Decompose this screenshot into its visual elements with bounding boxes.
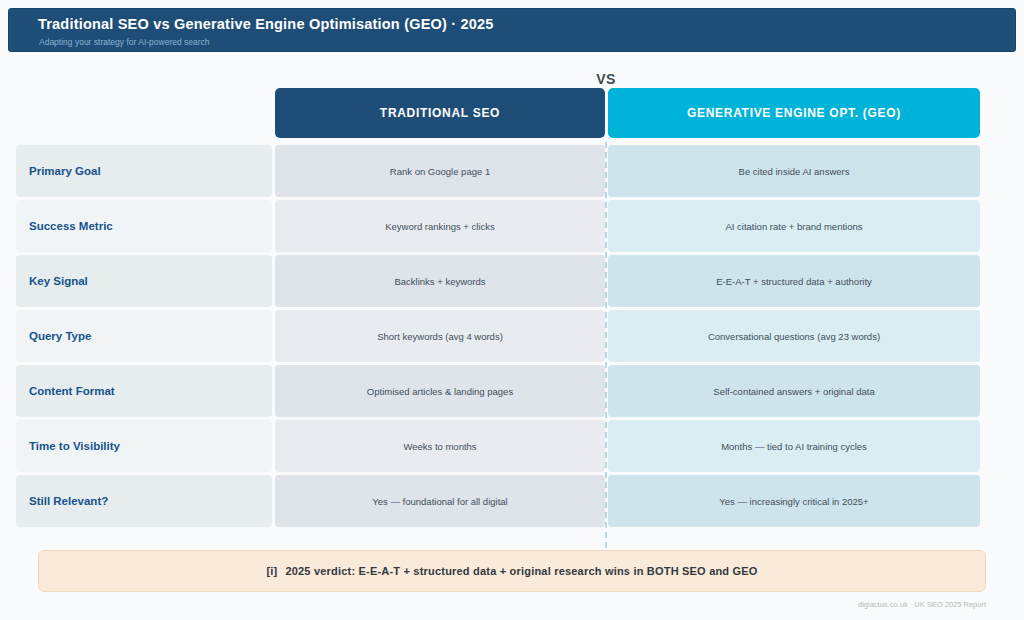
page-subtitle: Adapting your strategy for AI-powered se… [39, 37, 1015, 47]
row-label: Success Metric [16, 200, 272, 252]
infographic-page: Traditional SEO vs Generative Engine Opt… [0, 0, 1024, 620]
geo-cell-value: Conversational questions (avg 23 words) [608, 310, 980, 362]
row-label: Still Relevant? [16, 475, 272, 527]
row-label: Primary Goal [16, 145, 272, 197]
geo-cell-value: Months — tied to AI training cycles [608, 420, 980, 472]
geo-cell-value: E-E-A-T + structured data + authority [608, 255, 980, 307]
geo-cell-value: Be cited inside AI answers [608, 145, 980, 197]
seo-cell-value: Short keywords (avg 4 words) [275, 310, 605, 362]
geo-cell-value: AI citation rate + brand mentions [608, 200, 980, 252]
seo-cell-value: Keyword rankings + clicks [275, 200, 605, 252]
row-label: Query Type [16, 310, 272, 362]
page-title: Traditional SEO vs Generative Engine Opt… [38, 16, 1015, 32]
header-spacer [16, 88, 272, 138]
seo-cell-value: Weeks to months [275, 420, 605, 472]
geo-cell-value: Self-contained answers + original data [608, 365, 980, 417]
verdict-banner: [i] 2025 verdict: E-E-A-T + structured d… [38, 550, 986, 592]
column-header-geo: GENERATIVE ENGINE OPT. (GEO) [608, 88, 980, 138]
row-label: Content Format [16, 365, 272, 417]
column-header-row: TRADITIONAL SEO GENERATIVE ENGINE OPT. (… [16, 88, 980, 138]
info-icon: [i] [266, 565, 277, 577]
comparison-table: Primary Goal Rank on Google page 1 Be ci… [16, 145, 980, 527]
seo-cell-value: Rank on Google page 1 [275, 145, 605, 197]
footer-credit: digiactus.co.uk · UK SEO 2025 Report [858, 600, 986, 609]
row-label: Key Signal [16, 255, 272, 307]
column-header-traditional-seo: TRADITIONAL SEO [275, 88, 605, 138]
verdict-text: 2025 verdict: E-E-A-T + structured data … [285, 565, 757, 577]
seo-cell-value: Optimised articles & landing pages [275, 365, 605, 417]
vs-label: VS [596, 71, 616, 87]
geo-cell-value: Yes — increasingly critical in 2025+ [608, 475, 980, 527]
header-banner: Traditional SEO vs Generative Engine Opt… [8, 8, 1016, 52]
row-label: Time to Visibility [16, 420, 272, 472]
seo-cell-value: Backlinks + keywords [275, 255, 605, 307]
seo-cell-value: Yes — foundational for all digital [275, 475, 605, 527]
